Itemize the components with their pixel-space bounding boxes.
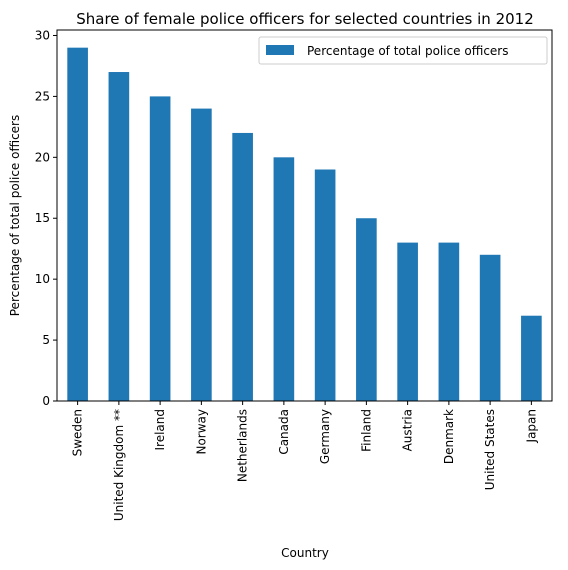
x-tick-label: Norway xyxy=(194,409,208,455)
y-tick-label: 10 xyxy=(35,272,50,286)
legend-frame xyxy=(258,36,548,65)
bar xyxy=(356,218,377,401)
x-tick-label: Netherlands xyxy=(236,409,250,482)
bar xyxy=(108,72,130,401)
bar xyxy=(438,242,460,401)
y-tick-label: 20 xyxy=(35,150,50,164)
x-tick-label: Denmark xyxy=(442,409,456,464)
y-tick-label: 15 xyxy=(35,211,50,225)
x-tick-label: Sweden xyxy=(71,409,85,456)
y-tick-label: 0 xyxy=(42,394,50,408)
x-tick-label: Canada xyxy=(277,409,291,455)
y-tick-label: 25 xyxy=(35,89,50,103)
plot-frame xyxy=(56,29,553,402)
bar xyxy=(149,96,171,402)
bar xyxy=(232,132,253,401)
bars-group xyxy=(67,47,542,402)
legend: Percentage of total police officers xyxy=(258,36,548,65)
y-axis-label: Percentage of total police officers xyxy=(8,115,22,317)
x-tick-label: Germany xyxy=(318,409,332,464)
x-tick-label: Austria xyxy=(401,409,415,451)
x-axis-ticks: Sweden United Kingdom ** Ireland Norway Neth… xyxy=(71,401,538,521)
bar xyxy=(397,242,418,401)
x-tick-label: Japan xyxy=(524,409,538,443)
bar xyxy=(314,169,336,401)
bar xyxy=(67,47,88,402)
bar xyxy=(191,108,212,401)
legend-swatch xyxy=(266,45,294,55)
bar xyxy=(521,315,542,401)
y-tick-label: 5 xyxy=(42,333,50,347)
bar xyxy=(479,254,501,401)
y-tick-label: 30 xyxy=(35,29,50,43)
x-tick-label: United Kingdom ** xyxy=(112,409,126,521)
x-tick-label: Finland xyxy=(359,409,373,452)
x-tick-label: Ireland xyxy=(153,409,167,451)
y-axis-ticks: 0 5 10 15 20 25 30 xyxy=(35,29,57,408)
x-axis-label: Country xyxy=(281,546,329,560)
chart-title: Share of female police officers for sele… xyxy=(76,10,534,28)
bar xyxy=(273,157,295,401)
x-tick-label: United States xyxy=(483,409,497,490)
legend-label: Percentage of total police officers xyxy=(307,44,509,58)
